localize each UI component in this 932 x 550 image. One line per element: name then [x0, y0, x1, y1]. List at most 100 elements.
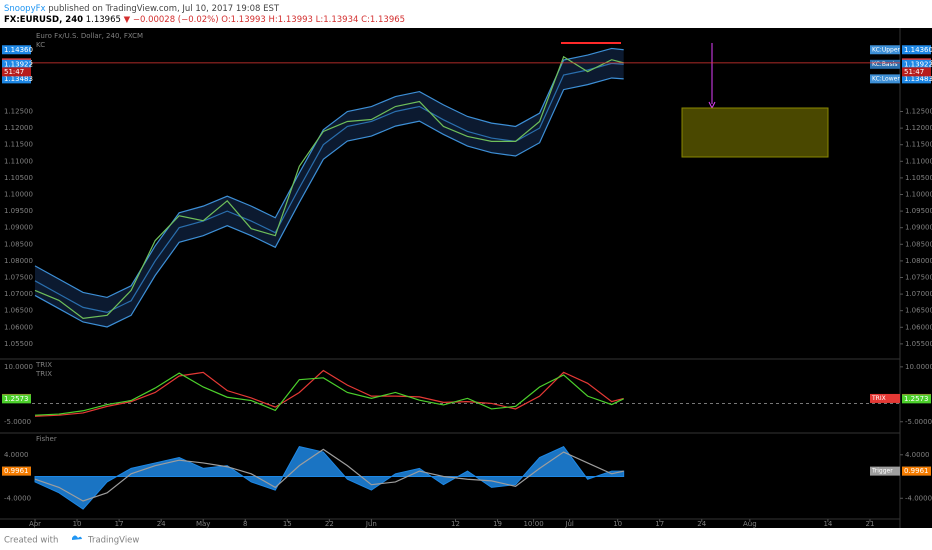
y-tick-label-left: 1.05500 — [4, 340, 33, 348]
y-tick-label-left: 4.0000 — [4, 451, 29, 459]
x-tick-label: 8 — [243, 520, 247, 528]
y-tick-label: 1.07500 — [905, 273, 932, 281]
x-tick-label: 14 — [823, 520, 832, 528]
price-box-left-label: 1.2573 — [4, 395, 29, 403]
pane-title: Fisher — [36, 435, 57, 443]
y-tick-label-left: 1.11500 — [4, 141, 33, 149]
y-tick-label-left: 10.0000 — [4, 363, 33, 371]
price-box-left — [2, 59, 31, 69]
x-tick-label: Jul — [564, 520, 574, 528]
price-box-left-label: 1.13483 — [4, 75, 33, 83]
y-tick-label-left: -4.0000 — [4, 494, 31, 502]
y-tick-label: 1.11500 — [905, 141, 932, 149]
legend-label: KC:Upper — [872, 46, 901, 53]
y-tick-label-left: 1.10500 — [4, 174, 33, 182]
y-tick-label: 1.08000 — [905, 257, 932, 265]
last-price: 1.13965 — [86, 15, 121, 25]
price-box-left-label: 1.14360 — [4, 46, 33, 54]
y-tick-label-left: 1.11000 — [4, 157, 33, 165]
x-tick-label: Aug — [743, 520, 757, 528]
x-tick-label: 17 — [655, 520, 664, 528]
x-tick-label: 21 — [866, 520, 875, 528]
legend-label: KC:Lower — [872, 75, 900, 82]
pane-title: TRIX — [35, 361, 52, 369]
x-tick-label: 12 — [451, 520, 460, 528]
x-tick-label: 24 — [697, 520, 706, 528]
x-tick-label: 22 — [325, 520, 334, 528]
y-tick-label: 1.06500 — [905, 307, 932, 315]
series-line — [34, 77, 624, 328]
y-tick-label: 1.06000 — [905, 323, 932, 331]
legend-box — [870, 74, 900, 84]
x-tick-label: 24 — [157, 520, 166, 528]
legend-label: Trigger — [871, 468, 893, 475]
y-tick-label-left: 1.06500 — [4, 307, 33, 315]
x-tick-label: 17 — [115, 520, 124, 528]
y-tick-label-left: 1.09500 — [4, 207, 33, 215]
price-box-left — [2, 74, 31, 84]
published: published on TradingView.com, Jul 10, 20… — [48, 4, 280, 14]
y-tick-label-left: 1.07500 — [4, 273, 33, 281]
y-tick-label-left: -5.0000 — [4, 418, 31, 426]
y-tick-label: 1.08500 — [905, 240, 932, 248]
price-box — [902, 394, 931, 404]
symbol: FX:EURUSD, 240 — [4, 15, 83, 25]
y-tick-label: -4.0000 — [905, 494, 932, 502]
footer-brand[interactable]: TradingView — [87, 536, 139, 546]
legend-box — [870, 59, 900, 69]
price-box-label: 1.14360 — [904, 46, 932, 54]
y-tick-label: 1.09000 — [905, 224, 932, 232]
y-tick-label: 1.07000 — [905, 290, 932, 298]
series-line — [34, 372, 624, 416]
x-tick-label: Jun — [365, 520, 377, 528]
pane-subtitle: KC — [36, 41, 45, 49]
price-box-label: 1.13483 — [904, 75, 932, 83]
y-tick-label-left: 1.12000 — [4, 124, 33, 132]
y-tick-label-left: 1.12500 — [4, 108, 33, 116]
countdown: 51:47 — [4, 68, 24, 76]
price-box — [902, 466, 931, 476]
change: ▼ −0.00028 (−0.02%) — [124, 15, 219, 25]
y-tick-label: 1.10500 — [905, 174, 932, 182]
legend-box — [870, 466, 900, 476]
x-tick-label: Apr — [29, 520, 41, 528]
pane-subtitle: TRIX — [35, 370, 52, 378]
y-tick-label: 10.0000 — [905, 363, 932, 371]
price-box-label: 0.9961 — [904, 467, 929, 475]
price-box — [902, 45, 931, 55]
y-tick-label-left: 1.08500 — [4, 240, 33, 248]
price-box-label: 1.2573 — [904, 395, 929, 403]
footer-created: Created with — [4, 536, 58, 546]
y-tick-label: 1.10000 — [905, 191, 932, 199]
x-tick-label: 10 — [73, 520, 82, 528]
publish-line: SnoopyFx published on TradingView.com, J… — [4, 4, 280, 14]
y-tick-label-left: 1.10000 — [4, 191, 33, 199]
x-tick-label: May — [196, 520, 210, 528]
legend-box — [870, 393, 900, 403]
price-box-left — [2, 45, 31, 55]
y-tick-label: 1.12000 — [905, 124, 932, 132]
price-box-left — [2, 466, 31, 476]
brand-icon — [72, 535, 82, 540]
y-tick-label-left: 1.08000 — [4, 257, 33, 265]
series-line — [34, 47, 624, 299]
y-tick-label: 1.11000 — [905, 157, 932, 165]
price-box — [902, 74, 931, 84]
legend-box — [870, 45, 900, 55]
price-box-left-label: 0.9961 — [4, 467, 29, 475]
band-fill — [35, 48, 624, 327]
publisher[interactable]: SnoopyFx — [4, 4, 46, 14]
area — [34, 446, 625, 510]
legend-label: TRIX — [871, 395, 886, 402]
y-tick-label-left: 1.09000 — [4, 224, 33, 232]
ohlc: O:1.13993 H:1.13993 L:1.13934 C:1.13965 — [221, 15, 405, 25]
symbol-line: FX:EURUSD, 240 1.13965 ▼ −0.00028 (−0.02… — [4, 15, 405, 25]
countdown-box — [2, 67, 31, 77]
y-tick-label: -5.0000 — [905, 418, 932, 426]
x-tick-label: 19 — [493, 520, 502, 528]
x-tick-label: 10 — [613, 520, 622, 528]
series-line — [34, 62, 624, 313]
y-tick-label: 1.09500 — [905, 207, 932, 215]
x-tick-label: 10:00 — [523, 520, 543, 528]
